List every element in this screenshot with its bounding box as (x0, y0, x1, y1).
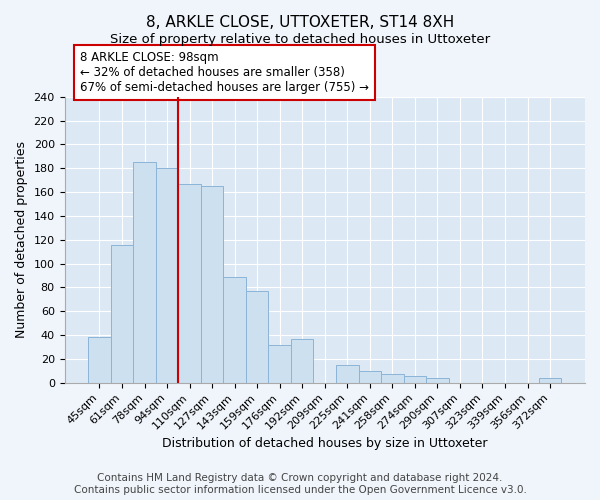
X-axis label: Distribution of detached houses by size in Uttoxeter: Distribution of detached houses by size … (162, 437, 488, 450)
Bar (201, 186, 223, 382)
Bar (133, 162, 156, 382)
Bar (178, 184, 201, 382)
Bar (426, 378, 449, 382)
Text: Contains HM Land Registry data © Crown copyright and database right 2024.
Contai: Contains HM Land Registry data © Crown c… (74, 474, 526, 495)
Bar (223, 276, 246, 382)
Bar (156, 168, 178, 382)
Bar (268, 344, 291, 383)
Bar (291, 338, 313, 382)
Bar (111, 244, 133, 382)
Bar (88, 338, 111, 382)
Text: 8, ARKLE CLOSE, UTTOXETER, ST14 8XH: 8, ARKLE CLOSE, UTTOXETER, ST14 8XH (146, 15, 454, 30)
Text: 8 ARKLE CLOSE: 98sqm
← 32% of detached houses are smaller (358)
67% of semi-deta: 8 ARKLE CLOSE: 98sqm ← 32% of detached h… (80, 51, 369, 94)
Bar (539, 378, 562, 382)
Y-axis label: Number of detached properties: Number of detached properties (15, 142, 28, 338)
Bar (359, 371, 381, 382)
Bar (404, 376, 426, 382)
Bar (246, 291, 268, 382)
Bar (336, 365, 359, 382)
Text: Size of property relative to detached houses in Uttoxeter: Size of property relative to detached ho… (110, 32, 490, 46)
Bar (381, 374, 404, 382)
